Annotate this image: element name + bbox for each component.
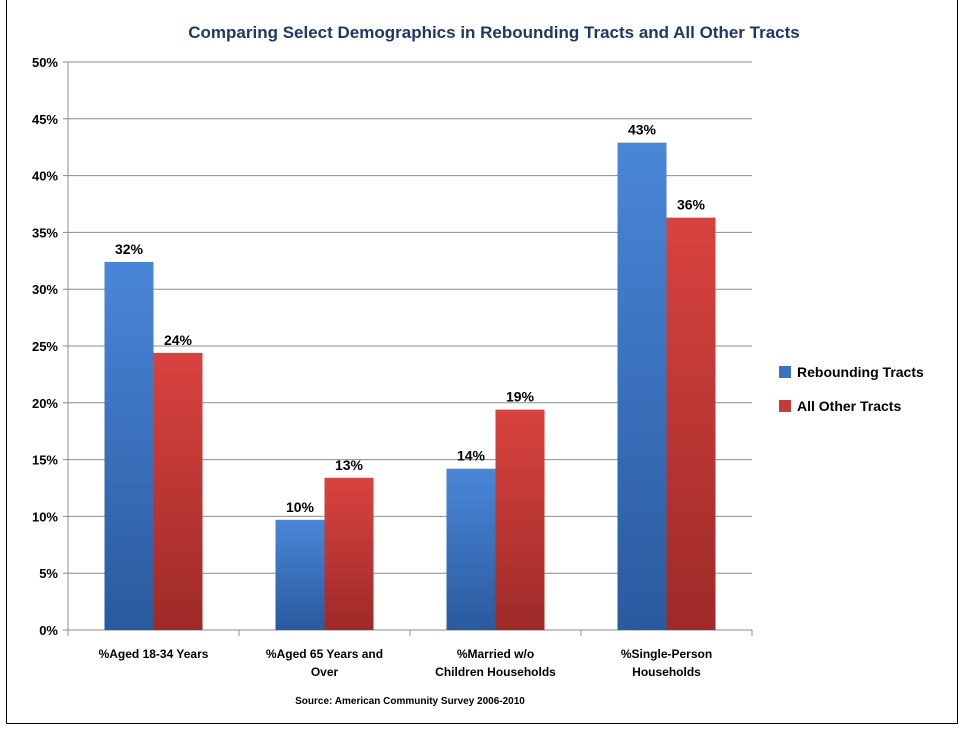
bar-rebounding <box>446 468 496 630</box>
legend-label: Rebounding Tracts <box>797 364 924 380</box>
source-note: Source: American Community Survey 2006-2… <box>295 696 525 707</box>
bars <box>104 142 716 630</box>
y-tick-label: 45% <box>32 112 58 127</box>
y-tick-label: 35% <box>32 225 58 240</box>
bar-all-other <box>495 409 545 630</box>
x-category-label: Households <box>632 665 701 679</box>
y-tick-label: 15% <box>32 453 58 468</box>
data-label: 14% <box>457 448 486 464</box>
legend: Rebounding Tracts All Other Tracts <box>779 364 924 414</box>
bar-all-other <box>324 477 374 630</box>
bar-all-other <box>153 352 203 630</box>
y-tick-label: 20% <box>32 396 58 411</box>
bar-rebounding <box>617 142 667 630</box>
bar-rebounding <box>275 519 325 630</box>
x-category-label: %Married w/o <box>457 647 534 661</box>
chart-title: Comparing Select Demographics in Rebound… <box>188 23 800 42</box>
bar-rebounding <box>104 261 154 630</box>
y-tick-label: 5% <box>39 566 58 581</box>
y-tick-label: 25% <box>32 339 58 354</box>
x-category-label: %Aged 18-34 Years <box>99 647 209 661</box>
y-tick-label: 40% <box>32 169 58 184</box>
data-label: 24% <box>164 332 193 348</box>
data-label: 13% <box>335 457 364 473</box>
y-tick-label: 10% <box>32 509 58 524</box>
y-tick-label: 30% <box>32 282 58 297</box>
data-label: 19% <box>506 389 535 405</box>
data-label: 32% <box>115 241 144 257</box>
x-category-label: %Aged 65 Years and <box>266 647 383 661</box>
x-category-label: Children Households <box>435 665 556 679</box>
data-label: 43% <box>628 122 657 138</box>
x-category-label: Over <box>311 665 339 679</box>
legend-label: All Other Tracts <box>797 398 901 414</box>
data-label: 36% <box>677 197 706 213</box>
legend-swatch <box>779 366 791 378</box>
chart-frame <box>6 0 958 724</box>
legend-swatch <box>779 400 791 412</box>
labels: 0% 5% 10% 15% 20% 25% 30% 35% 40% 45% 50% 32% 24% %Ag… <box>32 55 712 679</box>
x-category-label: %Single-Person <box>621 647 712 661</box>
bar-all-other <box>666 217 716 630</box>
y-tick-label: 50% <box>32 55 58 70</box>
y-tick-label: 0% <box>39 623 58 638</box>
data-label: 10% <box>286 499 315 515</box>
